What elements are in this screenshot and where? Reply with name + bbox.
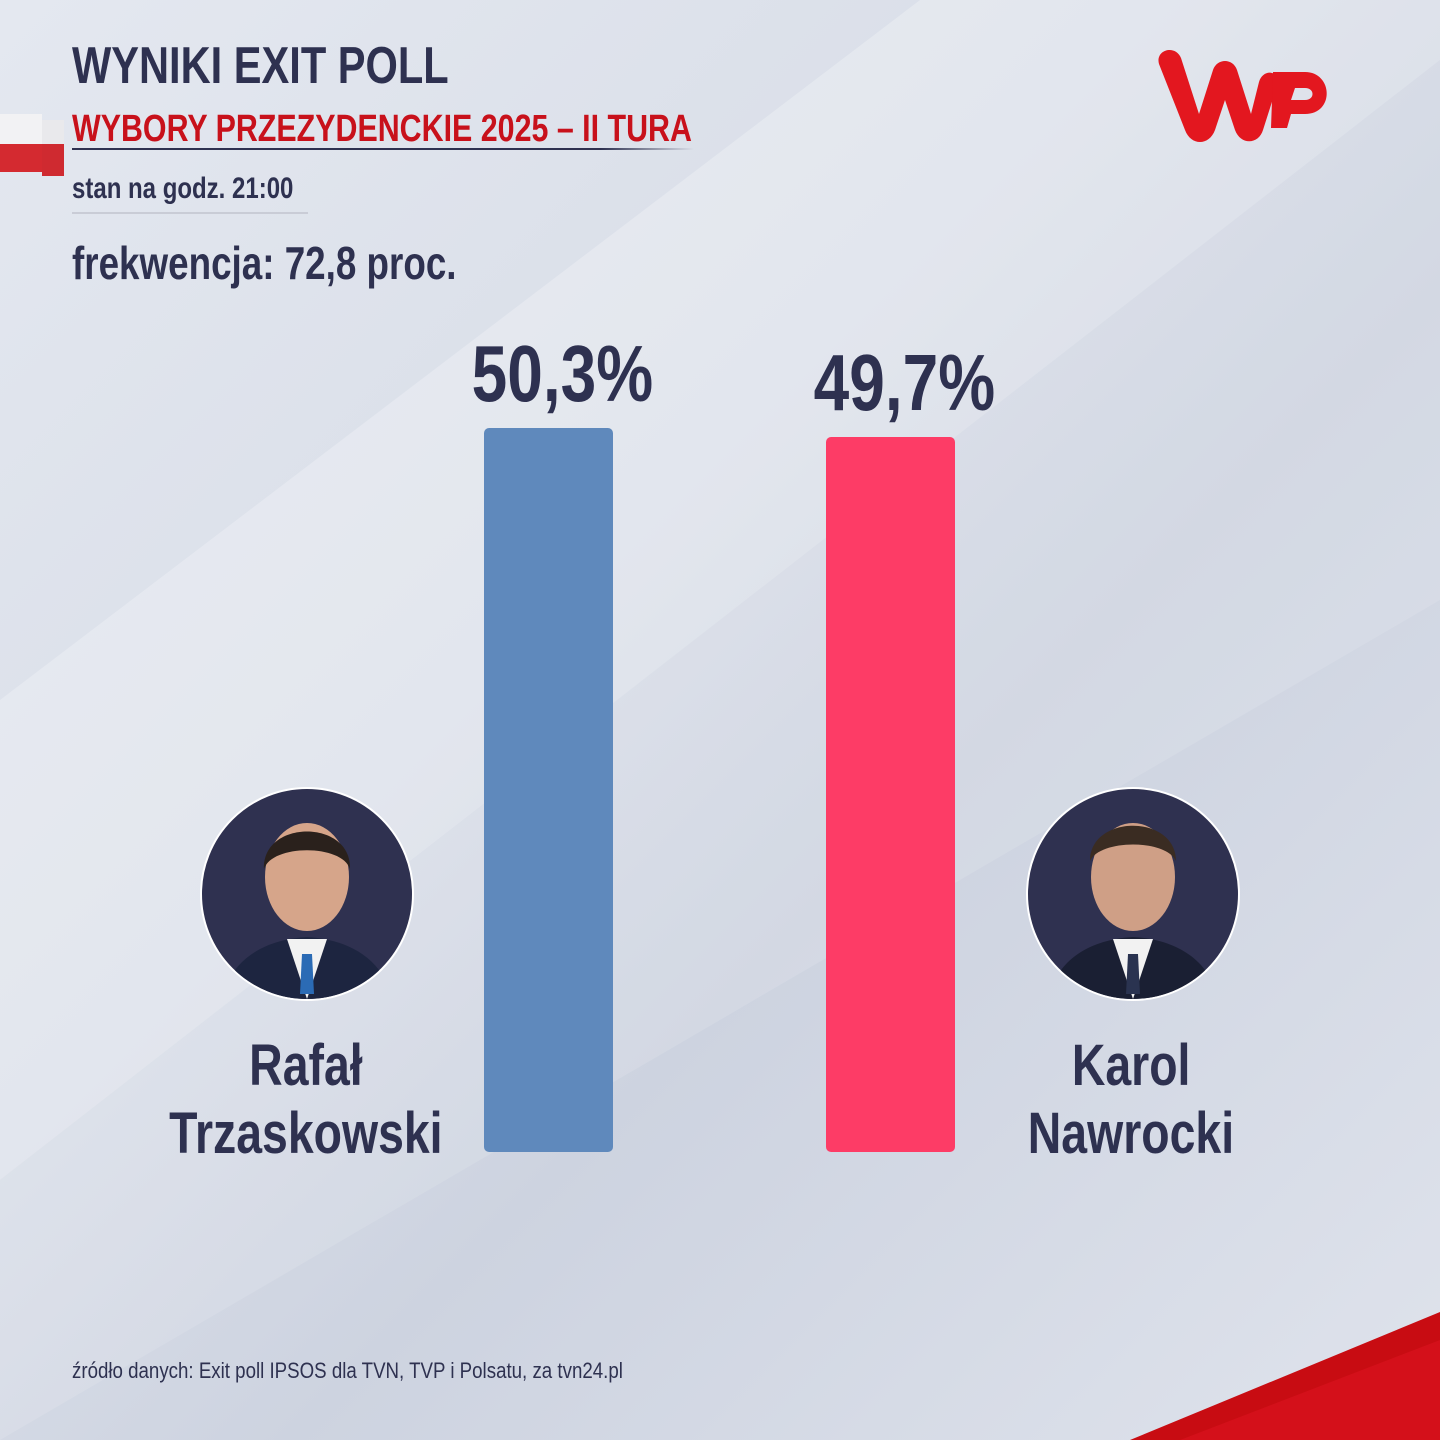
- person-portrait-icon: [222, 823, 392, 999]
- turnout: frekwencja: 72,8 proc.: [72, 237, 457, 289]
- candidate-name-nawrocki: Karol Nawrocki: [1027, 1033, 1235, 1166]
- flag-red: [0, 144, 42, 172]
- page-title: WYNIKI EXIT POLL: [72, 37, 449, 95]
- person-portrait-icon: [1048, 823, 1218, 999]
- value-label-trzaskowski: 50,3%: [471, 329, 653, 418]
- value-label-nawrocki: 49,7%: [813, 337, 995, 427]
- timestamp-underline: [72, 212, 308, 214]
- source-note: źródło danych: Exit poll IPSOS dla TVN, …: [72, 1358, 623, 1383]
- wp-logo: [1158, 50, 1327, 142]
- flag-white: [0, 114, 42, 144]
- candidate-name-trzaskowski: Rafał Trzaskowski: [169, 1033, 443, 1166]
- subtitle: WYBORY PRZEZYDENCKIE 2025 – II TURA: [72, 108, 692, 150]
- bar-trzaskowski: [484, 428, 613, 1152]
- bar-nawrocki: [826, 436, 955, 1152]
- timestamp: stan na godz. 21:00: [72, 172, 294, 205]
- subtitle-underline: [72, 148, 694, 150]
- avatar-trzaskowski: [200, 787, 414, 1001]
- avatar-nawrocki: [1026, 787, 1240, 1001]
